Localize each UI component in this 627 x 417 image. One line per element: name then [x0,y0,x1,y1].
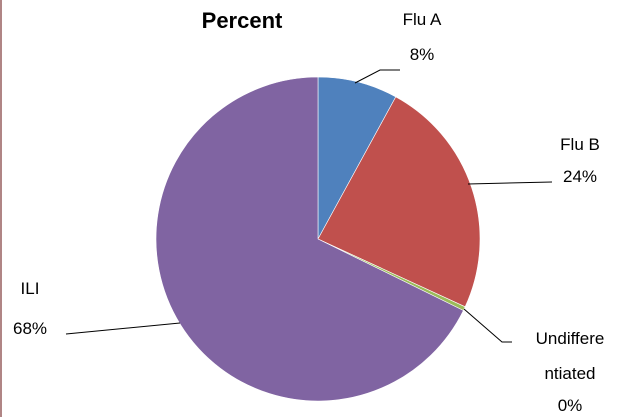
label-undifferentiated-name-line1: Undiffere [536,329,605,348]
label-flu-a-value: 8% [410,45,435,64]
label-ili-value: 68% [13,319,47,338]
pie-slices [155,76,481,402]
label-flu-b-name: Flu B [560,135,600,154]
label-undifferentiated-name-line2: ntiated [544,364,595,383]
label-flu-b-value: 24% [563,167,597,186]
chart-title: Percent [202,8,283,33]
leader-line-undifferentiated [463,308,512,343]
label-undifferentiated-value: 0% [558,396,583,415]
label-flu-a-name: Flu A [403,10,442,29]
leader-line-flu-a [354,69,400,84]
leader-lines [65,69,553,343]
label-ili-name: ILI [21,279,40,298]
pie-slice-flu-b [317,96,481,308]
leader-line-ili [65,322,181,335]
leader-line-flu-b [467,181,553,185]
pie-slice-ili [155,76,464,402]
